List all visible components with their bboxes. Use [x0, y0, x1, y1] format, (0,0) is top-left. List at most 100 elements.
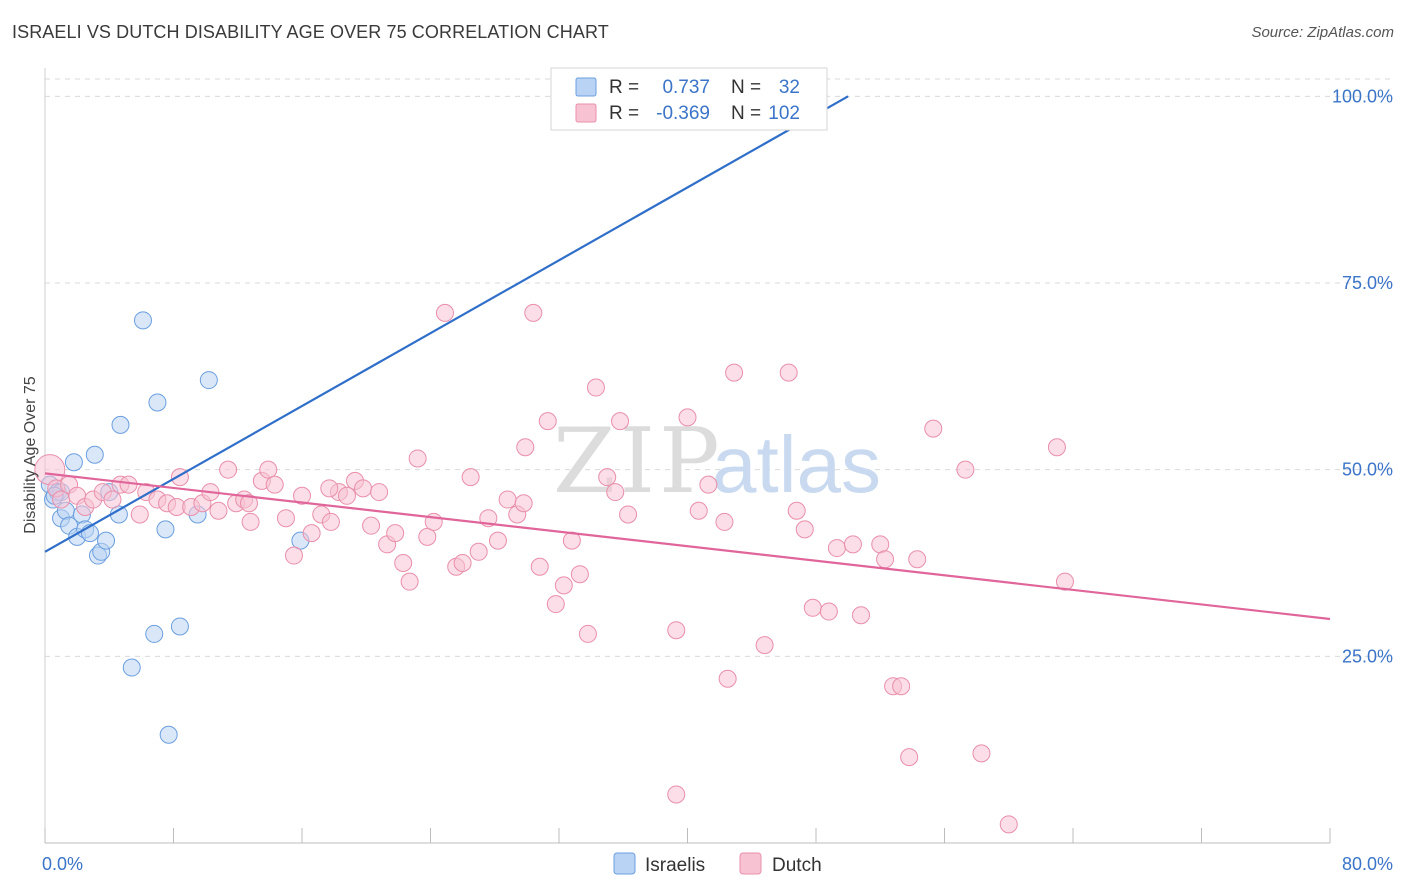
- dutch-point: [370, 483, 389, 502]
- source-credit: Source: ZipAtlas.com: [1251, 24, 1394, 41]
- dutch-point: [715, 512, 734, 531]
- dutch-point: [302, 524, 321, 543]
- legend-item-dutch: Dutch: [772, 855, 822, 876]
- israelis-point: [199, 371, 218, 390]
- dutch-point: [293, 486, 311, 505]
- dutch-point: [276, 509, 295, 528]
- dutch-point: [538, 412, 557, 431]
- dutch-point: [667, 785, 686, 804]
- dutch-point: [908, 550, 927, 569]
- dutch-point: [689, 501, 708, 520]
- dutch-point: [827, 539, 846, 558]
- dutch-point: [362, 516, 381, 535]
- grid-layer: [45, 78, 1395, 657]
- dutch-point: [408, 449, 427, 468]
- legend-r-value-israelis: 0.737: [662, 77, 710, 98]
- dutch-point: [498, 490, 517, 509]
- dutch-point: [400, 572, 419, 591]
- israelis-point: [64, 453, 83, 472]
- legend-item-israelis: Israelis: [645, 855, 705, 876]
- dutch-point: [488, 531, 507, 550]
- legend-swatch-dutch: [575, 103, 597, 123]
- legend-r-label: R =: [609, 103, 639, 124]
- trend-line-israelis: [44, 95, 849, 553]
- israelis-point: [85, 445, 104, 464]
- dutch-point: [755, 636, 774, 655]
- dutch-point: [239, 494, 258, 513]
- dutch-point: [461, 468, 480, 487]
- dutch-point: [803, 598, 822, 617]
- series-legend: Israelis Dutch: [613, 852, 822, 876]
- dutch-point: [284, 546, 303, 565]
- israelis-point: [148, 393, 167, 412]
- stats-legend: R = 0.737 N = 32 R = -0.369 N = 102: [550, 67, 828, 131]
- dutch-point: [530, 557, 549, 576]
- dutch-point: [524, 303, 543, 322]
- dutch-point: [469, 542, 488, 561]
- legend-swatch-israelis: [575, 77, 597, 97]
- israelis-point: [145, 624, 164, 643]
- dutch-point: [611, 412, 630, 431]
- dutch-point: [34, 454, 66, 486]
- chart-title: ISRAELI VS DUTCH DISABILITY AGE OVER 75 …: [12, 22, 609, 42]
- dutch-point: [554, 576, 573, 595]
- dutch-point: [453, 554, 472, 572]
- legend-n-value-israelis: 32: [779, 77, 800, 98]
- dutch-point: [514, 494, 533, 513]
- dutch-point: [209, 501, 228, 520]
- watermark-zip: ZIP: [553, 409, 724, 514]
- trend-line-dutch: [44, 472, 1331, 621]
- dutch-point: [718, 669, 737, 688]
- dutch-point: [219, 460, 238, 479]
- dutch-point: [337, 486, 356, 505]
- y-tick-label: 50.0%: [1342, 460, 1393, 480]
- dutch-point: [103, 490, 122, 509]
- dutch-point: [619, 505, 638, 524]
- dutch-point: [678, 408, 697, 427]
- dutch-point: [999, 815, 1018, 834]
- dutch-point: [606, 483, 625, 502]
- israelis-point: [111, 415, 130, 434]
- israelis-point: [170, 617, 189, 636]
- dutch-point: [546, 595, 565, 614]
- dutch-point: [871, 535, 890, 554]
- legend-n-label: N =: [731, 103, 761, 124]
- dutch-point: [924, 419, 943, 438]
- dutch-point: [972, 744, 991, 763]
- x-tick-label: 0.0%: [42, 854, 83, 874]
- israelis-point: [133, 311, 152, 330]
- dutch-point: [570, 565, 589, 584]
- dutch-point: [795, 520, 814, 539]
- dutch-point: [321, 512, 340, 531]
- dutch-point: [418, 527, 437, 546]
- dutch-point: [52, 490, 71, 509]
- legend-n-label: N =: [731, 77, 761, 98]
- dutch-point: [386, 524, 405, 543]
- x-tick-label: 80.0%: [1342, 854, 1393, 874]
- dutch-point: [516, 438, 535, 457]
- dutch-point: [598, 468, 617, 487]
- dutch-point: [956, 460, 975, 479]
- dutch-point: [265, 475, 284, 494]
- dutch-point: [259, 460, 278, 479]
- watermark-atlas: atlas: [712, 420, 881, 509]
- dutch-point: [725, 363, 744, 382]
- dutch-point: [354, 479, 373, 498]
- dutch-point: [876, 550, 895, 569]
- legend-item-dutch-swatch: [739, 852, 762, 875]
- israelis-point: [97, 531, 116, 550]
- dutch-point: [699, 475, 718, 494]
- israelis-point: [159, 725, 178, 744]
- dutch-point: [892, 677, 911, 696]
- legend-r-value-dutch: -0.369: [656, 103, 710, 124]
- legend-n-value-dutch: 102: [768, 103, 800, 124]
- dutch-point: [394, 554, 413, 572]
- dutch-point: [320, 479, 339, 498]
- y-axis-label: Disability Age Over 75: [22, 376, 39, 534]
- dutch-point: [435, 303, 454, 322]
- y-tick-label: 25.0%: [1342, 646, 1393, 666]
- dutch-point: [578, 624, 597, 643]
- trend-lines: [44, 95, 1331, 621]
- series-dutch: [34, 303, 1074, 834]
